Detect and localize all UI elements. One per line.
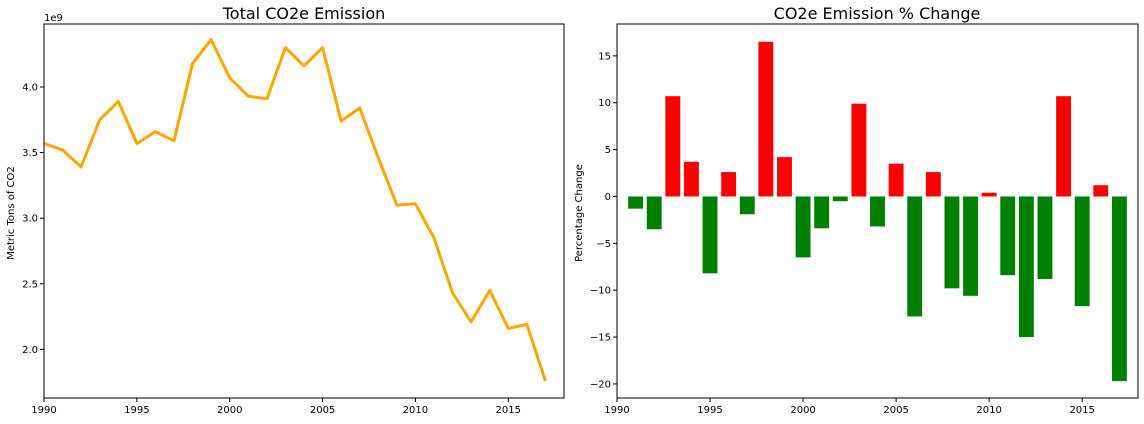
- line-chart-title: Total CO2e Emission: [222, 4, 386, 23]
- bar: [1000, 196, 1016, 276]
- bar: [851, 103, 867, 197]
- bar-chart-frame: [616, 23, 1139, 399]
- bar: [795, 196, 811, 258]
- bar: [683, 161, 699, 197]
- y-tick-label: 3.5: [22, 148, 38, 159]
- bar: [963, 196, 978, 296]
- bar: [1037, 196, 1053, 279]
- x-tick-label: 2005: [310, 405, 335, 416]
- y-tick-label: 2.5: [22, 279, 38, 290]
- x-tick-label: 1995: [124, 405, 149, 416]
- bar: [944, 196, 960, 289]
- line-chart-frame: [43, 23, 565, 399]
- bar: [1074, 196, 1090, 307]
- bar-chart-title: CO2e Emission % Change: [774, 4, 981, 23]
- y-tick-label: −15: [590, 333, 611, 344]
- bar-chart-bars-group: [628, 41, 1127, 382]
- x-tick-label: 2015: [496, 405, 521, 416]
- bar: [1093, 185, 1109, 197]
- x-tick-label: 2010: [976, 405, 1001, 416]
- x-tick-label: 2015: [1069, 405, 1094, 416]
- bar: [888, 163, 904, 197]
- bar-chart-panel: CO2e Emission % Change Percentage Change…: [574, 4, 1139, 416]
- bar: [739, 196, 755, 215]
- emission-line: [43, 38, 547, 382]
- bar: [925, 172, 941, 197]
- line-chart-y-axis-label: Metric Tons of CO2: [6, 166, 17, 260]
- bar: [870, 196, 885, 227]
- y-tick-label: 5: [605, 145, 611, 156]
- bar: [777, 157, 792, 197]
- x-tick-label: 1990: [31, 405, 56, 416]
- x-tick-label: 1995: [697, 405, 722, 416]
- y-tick-label: −5: [596, 239, 611, 250]
- bar: [628, 196, 644, 209]
- line-chart-series-group: [43, 38, 547, 382]
- y-tick-label: 4.0: [22, 82, 38, 93]
- y-tick-label: 0: [605, 192, 611, 203]
- x-tick-label: 2010: [403, 405, 428, 416]
- bar-chart-axes: 1990 1995 2000 2005 2010 2015 −20 −15 −10 −5 0 5 10 1…: [590, 51, 1095, 416]
- bar: [832, 196, 848, 202]
- bar: [702, 196, 718, 274]
- bar: [981, 192, 997, 197]
- line-chart-axes: 1990 1995 2000 2005 2010 2015 2.0 2.5 3.0 3.5 4.0: [22, 82, 521, 416]
- y-tick-label: −20: [590, 379, 611, 390]
- bar: [814, 196, 830, 229]
- bar: [1018, 196, 1034, 338]
- y-tick-label: 10: [598, 98, 611, 109]
- y-tick-label: −10: [590, 286, 611, 297]
- bar: [758, 41, 774, 197]
- bar: [646, 196, 662, 230]
- bar: [665, 96, 681, 197]
- x-tick-label: 2000: [217, 405, 242, 416]
- bar: [907, 196, 923, 317]
- line-chart-panel: Total CO2e Emission 1e9 Metric Tons of C…: [6, 4, 565, 416]
- x-tick-label: 1990: [604, 405, 629, 416]
- y-tick-label: 15: [598, 51, 611, 62]
- x-tick-label: 2005: [883, 405, 908, 416]
- x-tick-label: 2000: [790, 405, 815, 416]
- y-tick-label: 2.0: [22, 345, 38, 356]
- y-tick-label: 3.0: [22, 214, 38, 225]
- bar: [1056, 96, 1072, 197]
- bar: [1111, 196, 1127, 382]
- bar-chart-y-axis-label: Percentage Change: [574, 164, 585, 262]
- y-offset-label: 1e9: [44, 13, 63, 24]
- bar: [721, 172, 737, 197]
